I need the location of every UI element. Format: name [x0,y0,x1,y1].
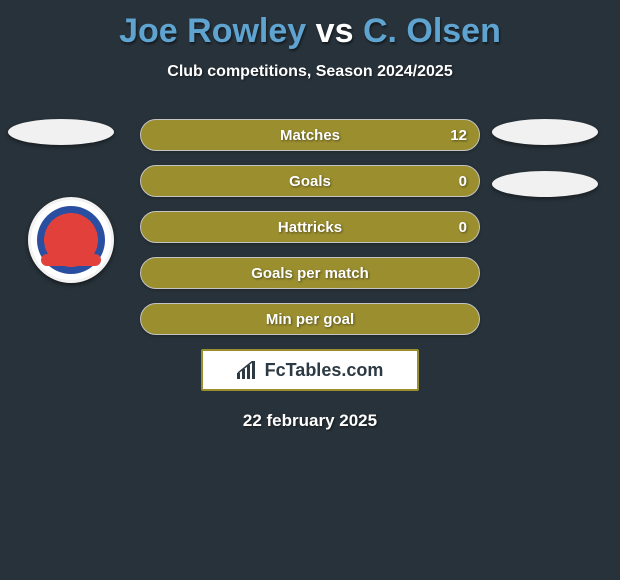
date-text: 22 february 2025 [0,411,620,431]
stats-area: Matches 12 Goals 0 Hattricks 0 Goals per… [0,119,620,431]
club-badge-ribbon [41,254,101,266]
subtitle: Club competitions, Season 2024/2025 [0,63,620,81]
stat-right-value: 0 [459,219,467,236]
stat-row-goals-per-match: Goals per match [140,257,480,289]
bars-icon [237,361,259,379]
stat-label: Matches [280,127,340,144]
player1-photo-placeholder [8,119,114,145]
stat-label: Hattricks [278,219,342,236]
brand-text: FcTables.com [265,360,384,381]
player2-club-placeholder [492,171,598,197]
stat-label: Min per goal [266,311,354,328]
vs-text: vs [316,12,354,50]
stat-label: Goals per match [251,265,369,282]
player2-photo-placeholder [492,119,598,145]
stat-row-goals: Goals 0 [140,165,480,197]
source-logo-box: FcTables.com [201,349,419,391]
stat-rows: Matches 12 Goals 0 Hattricks 0 Goals per… [140,119,480,335]
stat-row-hattricks: Hattricks 0 [140,211,480,243]
stat-right-value: 12 [450,127,467,144]
comparison-title: Joe Rowley vs C. Olsen [0,0,620,51]
player2-name: C. Olsen [363,12,501,50]
stat-row-min-per-goal: Min per goal [140,303,480,335]
stat-label: Goals [289,173,331,190]
stat-right-value: 0 [459,173,467,190]
player1-name: Joe Rowley [119,12,306,50]
player1-club-badge [28,197,114,283]
stat-row-matches: Matches 12 [140,119,480,151]
